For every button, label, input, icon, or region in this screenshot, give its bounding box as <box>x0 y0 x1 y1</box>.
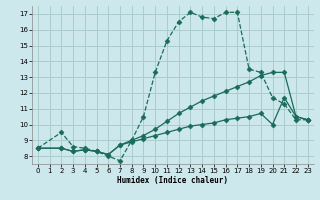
X-axis label: Humidex (Indice chaleur): Humidex (Indice chaleur) <box>117 176 228 185</box>
